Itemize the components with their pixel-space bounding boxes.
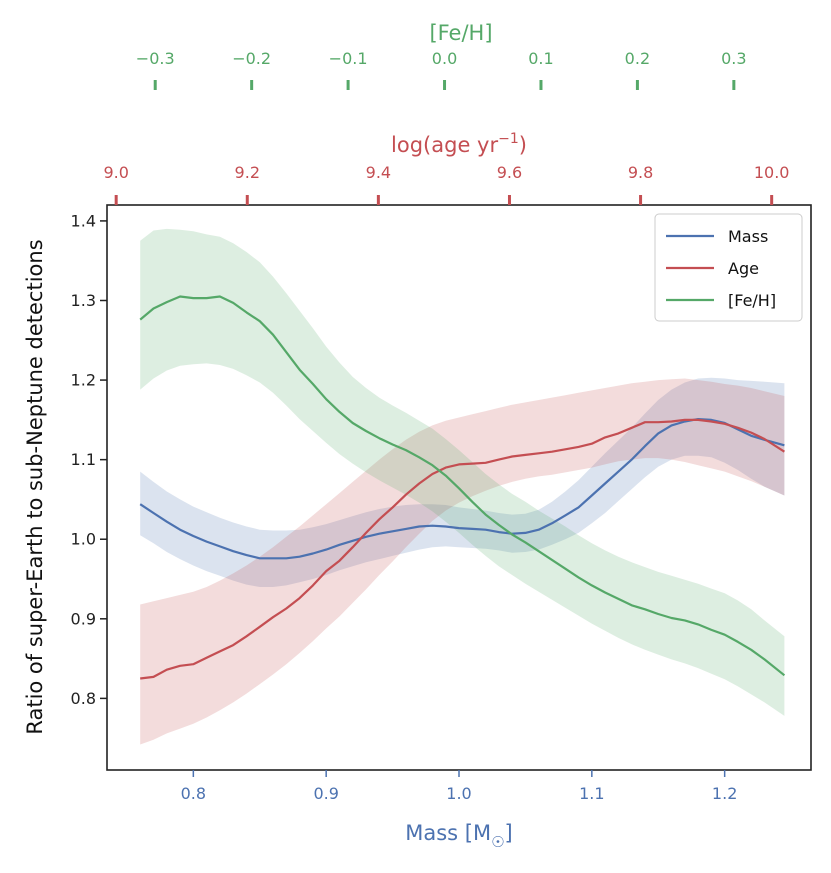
- age-tick-label: 9.4: [366, 163, 391, 182]
- age-tick-label: 9.8: [628, 163, 653, 182]
- y-tick-label: 0.8: [71, 689, 96, 708]
- line-mass: [139, 418, 785, 560]
- legend: Mass Age [Fe/H]: [654, 213, 803, 322]
- y-tick-label: 1.2: [71, 371, 96, 390]
- mass-axis-title-main: Mass [M: [405, 821, 491, 845]
- mass-tick-label: 1.0: [446, 784, 471, 803]
- age-tick-label: 9.2: [235, 163, 260, 182]
- mass-tick-label: 0.9: [313, 784, 338, 803]
- band-age: [140, 378, 785, 745]
- y-axis: 0.8 0.9 1.0 1.1 1.2 1.3 1.4: [71, 211, 107, 708]
- mass-tick-label: 1.1: [579, 784, 604, 803]
- y-tick-label: 1.4: [71, 211, 96, 230]
- feh-tick-label: 0.0: [432, 49, 457, 68]
- legend-label-feh: [Fe/H]: [728, 291, 776, 310]
- series-lines: [139, 295, 786, 680]
- mass-axis-title: Mass [M☉]: [405, 821, 513, 851]
- age-axis: 9.0 9.2 9.4 9.6 9.8 10.0: [103, 163, 789, 205]
- mass-axis-title-close: ]: [505, 821, 513, 845]
- y-axis-title: Ratio of super-Earth to sub-Neptune dete…: [23, 239, 47, 734]
- confidence-bands: [140, 228, 785, 745]
- feh-tick-label: −0.2: [232, 49, 271, 68]
- mass-axis: 0.8 0.9 1.0 1.1 1.2: [181, 770, 737, 803]
- legend-frame: [654, 213, 803, 322]
- mass-tick-label: 1.2: [712, 784, 737, 803]
- line-feh: [139, 295, 786, 677]
- feh-tick-label: −0.1: [329, 49, 368, 68]
- feh-tick-label: 0.2: [625, 49, 650, 68]
- age-axis-title: log(age yr−1): [391, 131, 527, 157]
- y-tick-label: 1.3: [71, 291, 96, 310]
- band-mass: [140, 377, 785, 587]
- age-axis-title-sup: −1: [498, 131, 519, 147]
- y-tick-label: 1.1: [71, 450, 96, 469]
- y-tick-label: 1.0: [71, 530, 96, 549]
- legend-label-age: Age: [728, 259, 759, 278]
- feh-tick-label: 0.3: [721, 49, 746, 68]
- mass-tick-label: 0.8: [181, 784, 206, 803]
- age-axis-title-main: log(age yr: [391, 133, 498, 157]
- legend-label-mass: Mass: [728, 227, 768, 246]
- feh-axis: −0.3 −0.2 −0.1 0.0 0.1 0.2 0.3: [136, 49, 747, 90]
- band-feh: [140, 228, 785, 716]
- line-age: [140, 418, 785, 680]
- age-axis-title-close: ): [519, 133, 527, 157]
- y-tick-label: 0.9: [71, 609, 96, 628]
- feh-tick-label: 0.1: [528, 49, 553, 68]
- age-tick-label: 9.6: [497, 163, 522, 182]
- sun-symbol-icon: ☉: [491, 833, 504, 851]
- age-tick-label: 10.0: [754, 163, 790, 182]
- age-tick-label: 9.0: [103, 163, 128, 182]
- feh-tick-label: −0.3: [136, 49, 175, 68]
- feh-axis-title: [Fe/H]: [429, 21, 492, 45]
